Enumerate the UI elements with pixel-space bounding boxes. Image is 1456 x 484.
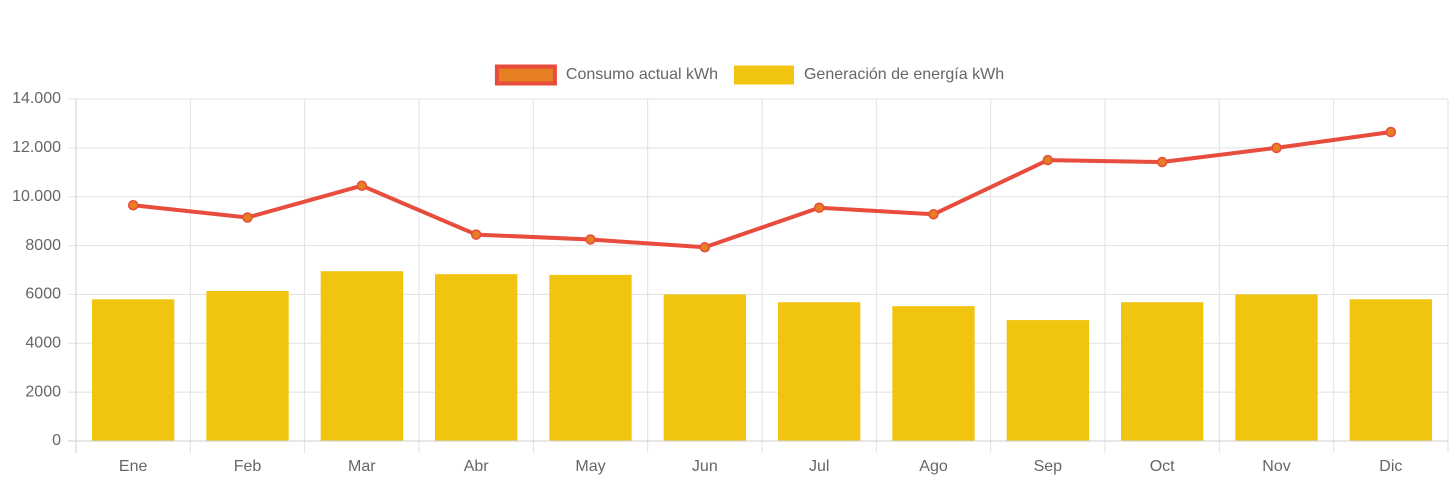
bar: [206, 291, 289, 441]
x-tick-label: Mar: [348, 458, 376, 475]
y-tick-label: 2000: [25, 383, 61, 400]
y-tick-label: 14.000: [12, 90, 61, 107]
bar: [92, 299, 175, 441]
point: [1156, 156, 1168, 168]
y-tick-label: 6000: [25, 286, 61, 303]
bar: [549, 274, 632, 441]
y-tick-label: 10.000: [12, 188, 61, 205]
point: [1271, 142, 1282, 154]
point: [242, 212, 253, 223]
bar: [1121, 302, 1204, 441]
y-tick-label: 8000: [25, 237, 61, 254]
point: [1385, 126, 1397, 138]
x-tick-label: Oct: [1150, 458, 1175, 475]
line: [132, 129, 1392, 250]
x-tick-label: Nov: [1262, 458, 1290, 475]
bar: [1349, 299, 1432, 441]
x-tick-label: Jul: [809, 458, 829, 475]
bar: [663, 294, 746, 441]
point: [585, 234, 596, 245]
point: [356, 180, 368, 191]
point: [470, 229, 482, 240]
x-tick-label: May: [575, 458, 605, 475]
x-tick-label: Jun: [692, 458, 718, 475]
x-tick-label: Ene: [119, 458, 148, 475]
point: [127, 200, 139, 211]
legend: Consumo actual kWh Generación de energía …: [494, 64, 1004, 86]
bar: [778, 302, 861, 441]
legend-label: Generación de energía kWh: [804, 66, 1004, 83]
bar: [320, 271, 403, 441]
x-tick-label: Dic: [1379, 458, 1402, 475]
bar: [892, 306, 975, 441]
x-tick-label: Sep: [1034, 458, 1063, 475]
x-tick-label: Ago: [919, 458, 948, 475]
point: [813, 202, 825, 213]
legend-swatch: [494, 64, 557, 86]
bar: [1006, 320, 1089, 441]
legend-swatch: [733, 65, 794, 85]
point: [1042, 154, 1054, 166]
point: [928, 209, 939, 220]
bar: [1235, 294, 1318, 441]
y-tick-label: 12.000: [12, 139, 61, 156]
point: [699, 242, 711, 253]
legend-label: Consumo actual kWh: [566, 66, 718, 83]
y-tick-label: 4000: [25, 335, 61, 352]
bar: [435, 274, 518, 441]
y-tick-label: 0: [52, 432, 61, 449]
x-tick-label: Abr: [464, 458, 490, 475]
x-tick-label: Feb: [234, 458, 262, 475]
